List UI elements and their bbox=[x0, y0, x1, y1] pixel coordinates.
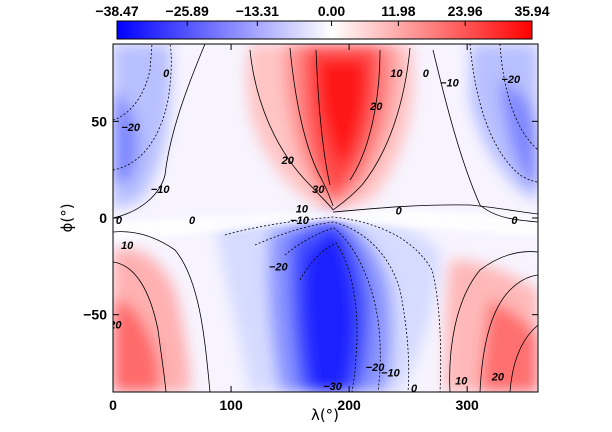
contour-label: 0 bbox=[511, 215, 518, 227]
contour-label: −10 bbox=[290, 215, 310, 227]
heatmap-field bbox=[113, 44, 538, 392]
colorbar-gradient bbox=[116, 20, 533, 40]
colorbar: −38.47 −25.89 −13.31 0.00 11.98 23.96 35.94 bbox=[95, 3, 550, 40]
contour-label: 0 bbox=[189, 215, 196, 227]
contour-label: 10 bbox=[121, 240, 134, 252]
x-tick-label: 200 bbox=[337, 397, 361, 413]
contour-label: 0 bbox=[423, 68, 430, 80]
contour-label: 20 bbox=[281, 155, 295, 167]
contour-label: 0 bbox=[163, 68, 170, 80]
x-tick-label: 0 bbox=[109, 397, 117, 413]
contour-label: 0 bbox=[411, 383, 418, 395]
y-tick-label: −50 bbox=[83, 307, 107, 323]
x-tick-label: 300 bbox=[455, 397, 479, 413]
colorbar-tick-label: 23.96 bbox=[448, 3, 483, 19]
colorbar-tick-label: −38.47 bbox=[95, 3, 138, 19]
y-tick-label: 50 bbox=[91, 113, 107, 129]
y-axis-title: ϕ(°) bbox=[58, 203, 76, 232]
colorbar-ticks: −38.47 −25.89 −13.31 0.00 11.98 23.96 35.94 bbox=[95, 3, 550, 26]
contour-label: 10 bbox=[296, 203, 309, 215]
contour-label: −10 bbox=[151, 184, 171, 196]
contour-label: −30 bbox=[323, 381, 343, 393]
contour-label: 10 bbox=[455, 375, 468, 387]
colorbar-tick-label: 35.94 bbox=[514, 3, 549, 19]
contour-label: 20 bbox=[369, 101, 383, 113]
colorbar-tick-label: 0.00 bbox=[318, 3, 345, 19]
contour-label: 0 bbox=[116, 215, 123, 227]
x-axis-title: λ(°) bbox=[311, 406, 339, 424]
contour-label: −10 bbox=[381, 368, 401, 380]
contour-label: −20 bbox=[502, 74, 522, 86]
y-tick-label: 0 bbox=[99, 210, 107, 226]
contour-label: −20 bbox=[269, 261, 289, 273]
contour-label: 20 bbox=[108, 319, 122, 331]
colorbar-tick-label: 11.98 bbox=[381, 3, 415, 19]
contour-label: −20 bbox=[366, 362, 386, 374]
contour-lines-dashed bbox=[113, 44, 538, 392]
equator-band bbox=[113, 210, 538, 240]
y-axis: 50 0 −50 bbox=[83, 113, 538, 323]
contour-label: 20 bbox=[491, 372, 505, 384]
contour-label: 10 bbox=[390, 68, 403, 80]
x-tick-label: 100 bbox=[219, 397, 243, 413]
colorbar-tick-label: −13.31 bbox=[236, 3, 279, 19]
contour-label: −20 bbox=[121, 122, 141, 134]
contour-lines-solid bbox=[113, 44, 538, 392]
x-axis: 0 100 200 300 bbox=[109, 44, 479, 413]
contour-label: 0 bbox=[396, 205, 403, 217]
contour-label: 30 bbox=[312, 184, 325, 196]
colorbar-tick-label: −25.89 bbox=[166, 3, 209, 19]
contour-label: −10 bbox=[440, 78, 460, 90]
